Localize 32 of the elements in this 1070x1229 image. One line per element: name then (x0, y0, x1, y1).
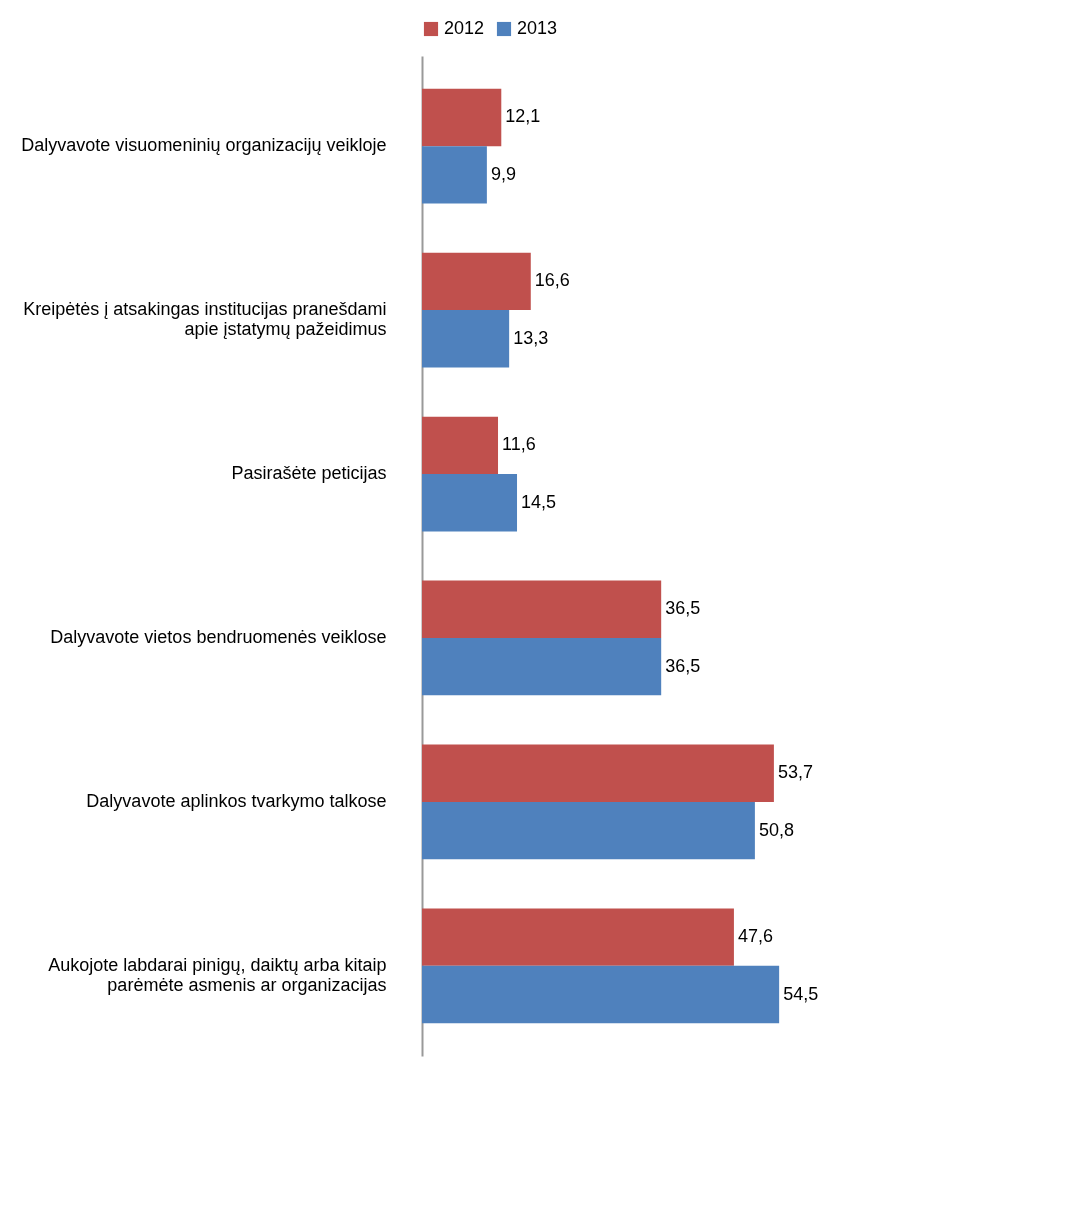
bar (422, 580, 662, 638)
data-label: 16,6 (534, 270, 570, 291)
data-label: 36,5 (665, 655, 701, 676)
legend-label: 2012 (444, 18, 485, 38)
y-tick-label: Kreipėtės į atsakingas institucijas pranešdami apie įstatymų pažeidimus (23, 299, 387, 340)
bar (422, 801, 755, 860)
y-tick-label: Pasirašėte peticijas (231, 463, 387, 484)
data-label: 9,9 (490, 163, 516, 184)
y-tick-label: Aukojote labdarai pinigų, daiktų arba kitaip parėmėte asmenis ar organizacijas (48, 954, 387, 995)
bar (422, 88, 502, 147)
y-tick-label: Dalyvavote vietos bendruomenės veiklose (50, 626, 387, 647)
data-label: 47,6 (737, 926, 773, 947)
y-tick-label: Dalyvavote aplinkos tvarkymo talkose (86, 790, 387, 811)
data-label: 11,6 (502, 434, 536, 455)
bar (422, 416, 499, 475)
y-tick-label: Dalyvavote visuomeninių organizacijų veikloje (21, 135, 387, 156)
bar (422, 744, 774, 802)
bar (422, 474, 518, 532)
legend-label: 2013 (517, 18, 558, 38)
data-label: 53,7 (777, 762, 813, 783)
data-label: 14,5 (521, 491, 557, 512)
bar (422, 146, 487, 204)
bar (422, 637, 662, 696)
data-label: 13,3 (513, 327, 549, 348)
data-label: 50,8 (758, 819, 794, 840)
data-label: 54,5 (783, 983, 819, 1004)
bar (422, 908, 734, 966)
bar (422, 965, 780, 1024)
bar (422, 252, 531, 311)
data-label: 12,1 (505, 106, 541, 127)
bar (422, 310, 510, 368)
data-label: 36,5 (665, 598, 701, 619)
